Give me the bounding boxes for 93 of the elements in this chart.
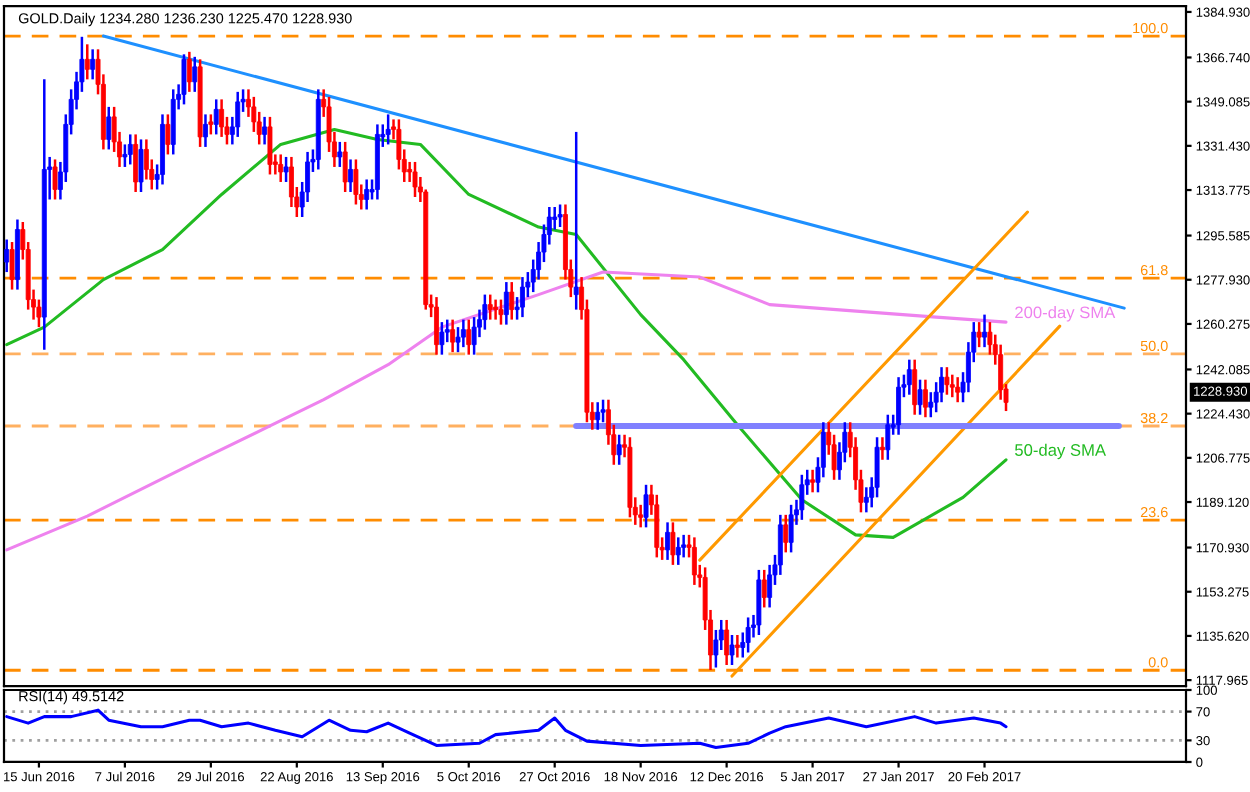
candlestick xyxy=(949,373,955,399)
candlestick xyxy=(337,140,343,169)
candlestick xyxy=(670,521,676,567)
candlestick xyxy=(348,158,353,194)
candlestick xyxy=(600,398,606,424)
candlestick xyxy=(235,90,241,139)
candlestick xyxy=(745,616,751,654)
candlestick xyxy=(434,295,439,356)
candlestick xyxy=(595,400,601,431)
candlestick xyxy=(288,155,294,209)
candlestick xyxy=(267,115,273,176)
candlestick xyxy=(208,113,214,136)
candlestick xyxy=(810,468,816,494)
candlestick xyxy=(127,133,133,166)
candlestick xyxy=(691,536,697,587)
candlestick xyxy=(665,521,670,562)
series-label: 200-day SMA xyxy=(1015,306,1116,322)
candlestick xyxy=(4,238,10,274)
candlestick xyxy=(262,115,268,146)
candlestick xyxy=(767,563,773,609)
candlestick xyxy=(219,98,225,139)
candlestick xyxy=(982,313,987,349)
candlestick xyxy=(654,493,660,559)
candlestick xyxy=(509,280,515,321)
candlestick xyxy=(460,318,466,349)
candlestick xyxy=(36,298,42,329)
candlestick xyxy=(466,318,472,356)
candlestick xyxy=(385,113,391,146)
candlestick xyxy=(283,155,289,184)
candlestick xyxy=(734,633,740,659)
candlestick xyxy=(213,98,219,136)
candlestick xyxy=(493,298,499,321)
candlestick xyxy=(557,203,563,229)
candlestick xyxy=(482,293,488,331)
candlestick xyxy=(922,378,928,419)
candlestick xyxy=(944,365,950,396)
candlestick xyxy=(917,378,923,416)
candlestick xyxy=(756,568,762,637)
candlestick xyxy=(906,358,912,396)
line-series xyxy=(5,270,1008,552)
candlestick xyxy=(192,55,198,94)
candlestick xyxy=(928,390,934,419)
candlestick xyxy=(783,513,789,554)
candlestick xyxy=(761,568,767,609)
candlestick xyxy=(955,375,961,404)
candlestick xyxy=(724,618,730,667)
candlestick xyxy=(471,315,477,356)
candlestick xyxy=(616,433,622,467)
candlestick xyxy=(713,628,719,669)
candlestick xyxy=(84,43,90,81)
candlestick xyxy=(503,280,509,326)
candlestick xyxy=(912,358,918,416)
candlestick xyxy=(170,88,176,156)
candlestick xyxy=(896,375,902,436)
candlestick xyxy=(874,436,880,499)
candlestick xyxy=(165,113,171,156)
candlestick xyxy=(643,483,649,529)
candlestick xyxy=(90,48,96,81)
candlestick xyxy=(777,513,783,577)
candlestick xyxy=(487,293,493,321)
candlestick xyxy=(939,365,944,404)
line-series xyxy=(5,708,1008,750)
candlestick xyxy=(799,473,805,522)
series-label: 50-day SMA xyxy=(1015,443,1107,460)
line-series xyxy=(5,127,1008,539)
candlestick xyxy=(681,533,687,559)
candlestick xyxy=(455,325,461,354)
candlestick xyxy=(278,153,284,184)
candlestick xyxy=(573,130,579,311)
candlestick xyxy=(133,133,139,194)
candlestick xyxy=(138,138,144,194)
candlestick xyxy=(885,413,891,462)
candlestick xyxy=(729,633,735,667)
candlestick xyxy=(181,53,187,106)
candlestick xyxy=(520,275,525,319)
candlestick xyxy=(203,113,208,149)
candlestick xyxy=(342,140,348,194)
candlestick xyxy=(186,50,192,94)
candlestick xyxy=(439,320,445,356)
candlestick xyxy=(353,158,359,206)
candlestick xyxy=(638,503,644,529)
candlestick xyxy=(498,298,504,326)
candlestick xyxy=(106,105,112,151)
candlestick xyxy=(412,160,418,199)
candlestick xyxy=(879,436,885,462)
candlestick xyxy=(788,503,794,554)
candlestick xyxy=(675,536,681,567)
candlestick xyxy=(450,318,456,354)
candlestick xyxy=(143,138,149,181)
candlestick xyxy=(976,320,982,349)
candlestick xyxy=(364,178,370,211)
candlestick xyxy=(52,158,58,201)
candlestick xyxy=(9,240,15,291)
